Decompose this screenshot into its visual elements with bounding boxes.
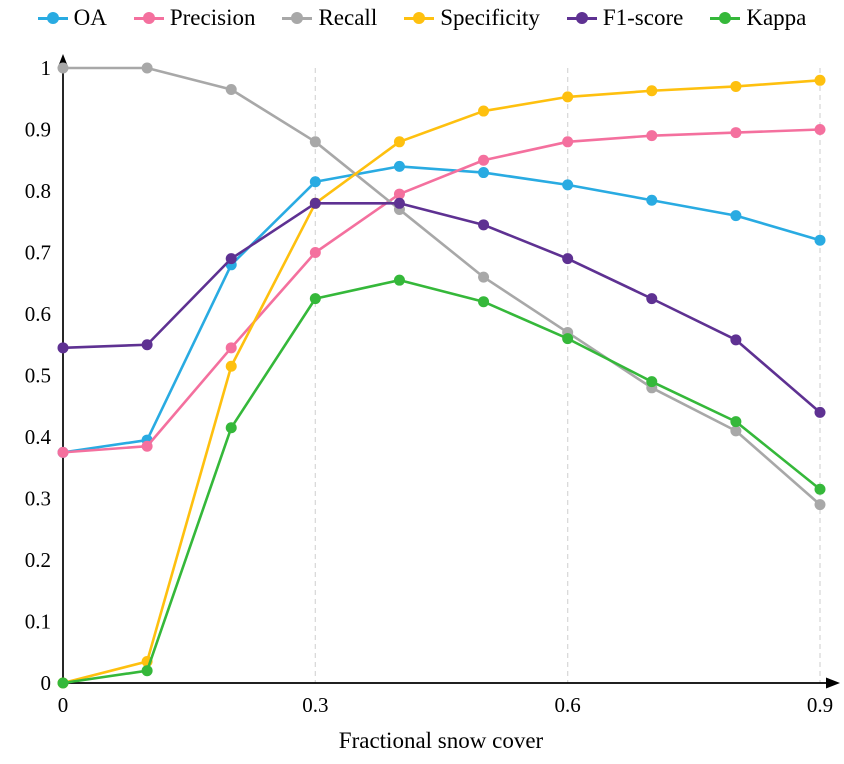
data-point bbox=[393, 188, 405, 200]
legend-item-kappa: Kappa bbox=[710, 5, 806, 31]
legend-marker-icon bbox=[566, 12, 597, 25]
data-point bbox=[57, 62, 69, 74]
y-tick-label: 0.8 bbox=[25, 179, 51, 203]
data-point bbox=[730, 416, 742, 428]
data-point bbox=[309, 136, 321, 148]
data-point bbox=[141, 339, 153, 351]
y-tick-label: 0.2 bbox=[25, 548, 51, 572]
data-point bbox=[393, 197, 405, 209]
data-point bbox=[646, 194, 658, 206]
data-point bbox=[730, 210, 742, 222]
data-point bbox=[478, 105, 490, 117]
series-recall bbox=[57, 62, 826, 511]
data-point bbox=[225, 342, 237, 354]
legend-item-specificity: Specificity bbox=[404, 5, 540, 31]
data-point bbox=[814, 499, 826, 511]
legend-label: Specificity bbox=[440, 5, 540, 30]
data-point bbox=[225, 84, 237, 96]
legend-label: F1-score bbox=[602, 5, 684, 30]
legend-label: Precision bbox=[169, 5, 256, 30]
data-point bbox=[814, 406, 826, 418]
data-point bbox=[141, 665, 153, 677]
legend-label: Recall bbox=[318, 5, 378, 30]
series-f1-score bbox=[57, 197, 826, 418]
series-precision bbox=[57, 124, 826, 458]
x-tick-label: 0.9 bbox=[807, 693, 833, 717]
data-point bbox=[141, 62, 153, 74]
data-point bbox=[393, 160, 405, 172]
data-point bbox=[730, 80, 742, 92]
data-point bbox=[646, 376, 658, 388]
data-point bbox=[646, 293, 658, 305]
data-point bbox=[562, 179, 574, 191]
data-point bbox=[814, 124, 826, 135]
data-point bbox=[225, 360, 237, 372]
legend-item-f1-score: F1-score bbox=[566, 5, 684, 31]
data-point bbox=[814, 74, 826, 86]
data-point bbox=[562, 253, 574, 265]
data-point bbox=[730, 334, 742, 346]
y-tick-label: 0.1 bbox=[25, 610, 51, 634]
data-point bbox=[225, 253, 237, 265]
data-point bbox=[141, 440, 153, 452]
legend-marker-icon bbox=[282, 12, 313, 25]
legend-item-recall: Recall bbox=[282, 5, 377, 31]
y-tick-label: 0.9 bbox=[25, 118, 51, 142]
series-lines bbox=[57, 62, 826, 689]
data-point bbox=[730, 425, 742, 437]
data-point bbox=[562, 333, 574, 345]
data-point bbox=[393, 136, 405, 148]
data-point bbox=[309, 293, 321, 305]
data-point bbox=[646, 85, 658, 97]
legend-label: Kappa bbox=[746, 5, 807, 30]
y-tick-label: 0.7 bbox=[25, 241, 51, 265]
data-point bbox=[309, 176, 321, 188]
x-tick-label: 0 bbox=[58, 693, 69, 717]
data-point bbox=[478, 219, 490, 231]
data-point bbox=[814, 234, 826, 246]
data-point bbox=[562, 91, 574, 103]
gridlines bbox=[314, 68, 821, 683]
data-point bbox=[478, 271, 490, 283]
x-tick-label: 0.3 bbox=[302, 693, 328, 717]
data-point bbox=[57, 342, 69, 354]
data-point bbox=[814, 483, 826, 495]
data-point bbox=[646, 130, 658, 142]
legend-label: OA bbox=[73, 5, 107, 30]
legend-item-precision: Precision bbox=[133, 5, 256, 31]
data-point bbox=[57, 446, 69, 458]
data-point bbox=[225, 422, 237, 434]
y-tick-label: 1 bbox=[41, 56, 52, 80]
data-point bbox=[309, 197, 321, 209]
chart-legend: OA Precision Recall Specificity F1-score Kapp… bbox=[0, 5, 844, 31]
data-point bbox=[393, 274, 405, 286]
series-oa bbox=[57, 160, 826, 458]
x-axis-title: Fractional snow cover bbox=[339, 728, 544, 753]
y-tick-label: 0.6 bbox=[25, 302, 51, 326]
y-tick-label: 0.5 bbox=[25, 364, 51, 388]
data-point bbox=[478, 296, 490, 308]
data-point bbox=[562, 136, 574, 148]
x-tick-label: 0.6 bbox=[555, 693, 581, 717]
tick-labels: 0 0.1 0.2 0.3 0.4 0.5 0.6 0.7 0.8 0.9 1 0 0.3 0.6 0.9 bbox=[25, 56, 833, 717]
legend-item-oa: OA bbox=[37, 5, 107, 31]
legend-marker-icon bbox=[133, 12, 164, 25]
series-kappa bbox=[57, 274, 826, 689]
y-tick-label: 0 bbox=[41, 671, 52, 695]
data-point bbox=[57, 677, 69, 689]
data-point bbox=[478, 167, 490, 179]
legend-marker-icon bbox=[37, 12, 68, 25]
data-point bbox=[730, 127, 742, 139]
data-point bbox=[309, 247, 321, 258]
legend-marker-icon bbox=[404, 12, 435, 25]
y-tick-label: 0.3 bbox=[25, 487, 51, 511]
legend-marker-icon bbox=[710, 12, 741, 25]
data-point bbox=[478, 154, 490, 166]
y-tick-label: 0.4 bbox=[25, 425, 52, 449]
